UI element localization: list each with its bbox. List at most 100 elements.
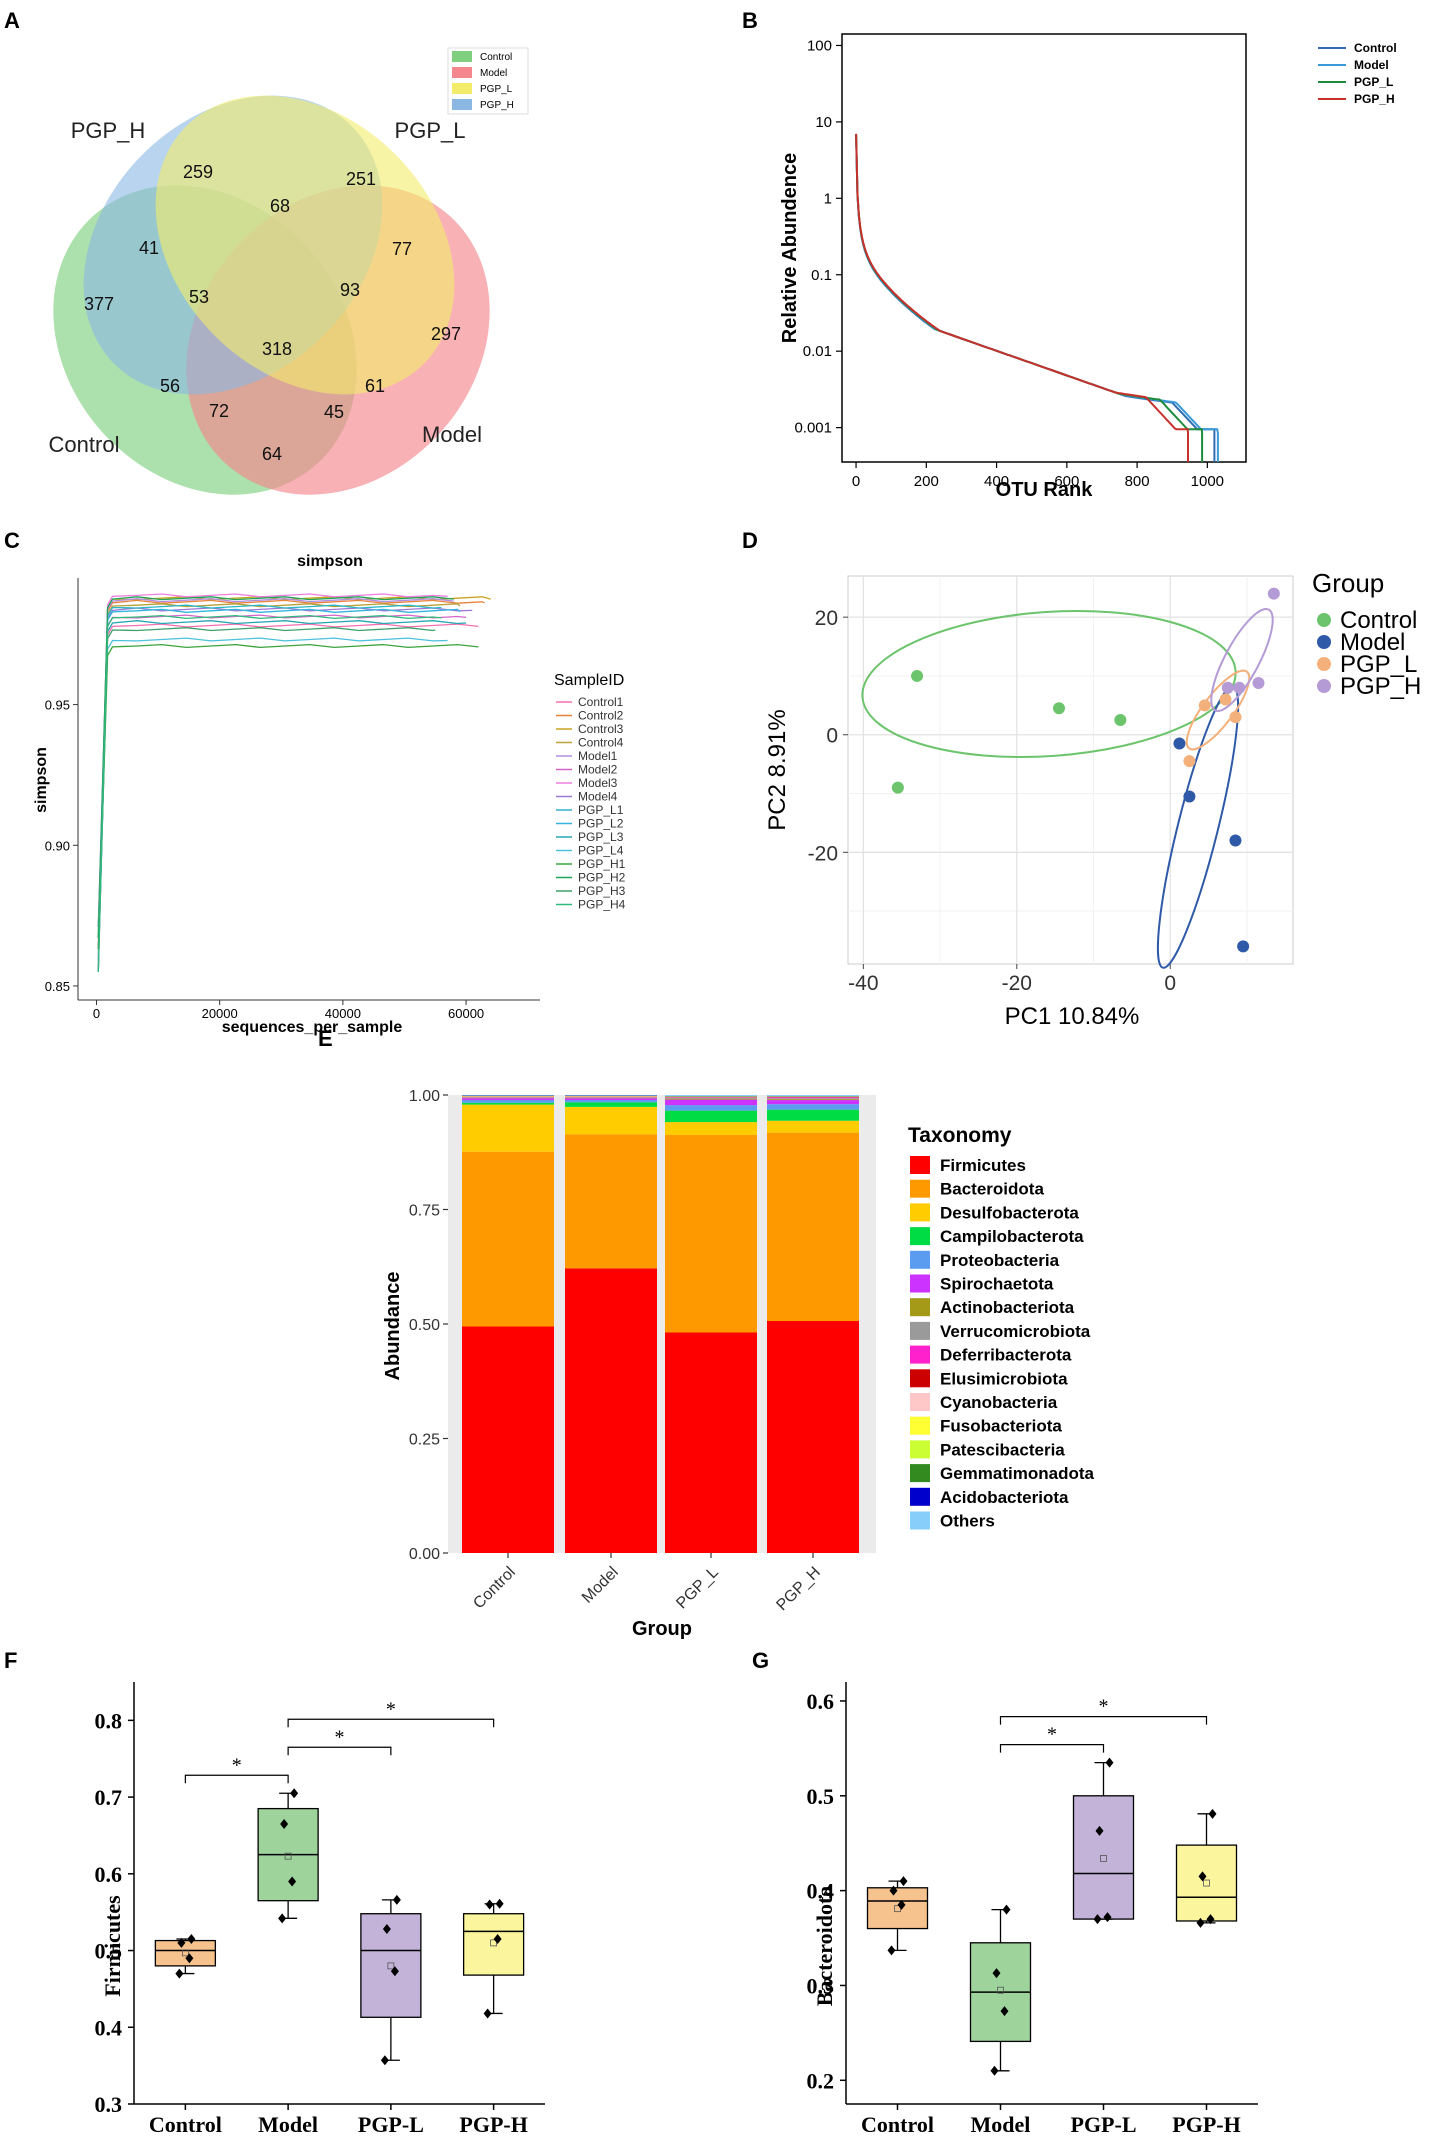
legend-label: Control <box>1340 607 1417 634</box>
x-tick-label: Model <box>258 2112 318 2137</box>
box-pgp-l <box>1072 1795 1135 1920</box>
legend-label: PGP_H3 <box>578 884 626 898</box>
venn-legend: Control Model PGP_L PGP_H <box>447 47 529 115</box>
rank-abundance-chart: 0 200 400 600 800 1000 0.001 0.01 0.1 1 10 100 OTU … <box>779 33 1397 501</box>
legend-label: Elusimicrobiota <box>940 1369 1068 1388</box>
data-point <box>1196 1917 1205 1928</box>
venn-set-pgp-l <box>155 95 455 395</box>
panel-label-g: G <box>752 1648 769 1673</box>
y-tick-label: 20 <box>815 607 838 630</box>
line-series-pgp-l2 <box>97 608 461 927</box>
line-series-model4 <box>97 607 473 950</box>
mean-marker <box>1100 1854 1107 1862</box>
venn-count: 318 <box>262 339 292 359</box>
x-tick-label: Control <box>149 2112 222 2137</box>
legend-swatch-gemmatimonadota <box>910 1464 930 1483</box>
data-point <box>483 2008 492 2019</box>
data-point <box>1206 1914 1215 1925</box>
x-tick-label: Control <box>470 1564 518 1612</box>
bar-bacteroidota <box>462 1151 554 1327</box>
x-axis-title: PC1 10.84% <box>1005 1003 1140 1030</box>
panel-label-d: D <box>742 528 758 553</box>
legend-label: Bacteroidota <box>940 1180 1044 1199</box>
legend-label: Desulfobacterota <box>940 1203 1079 1222</box>
data-point <box>887 1945 896 1956</box>
bar-others <box>665 1095 757 1096</box>
data-point <box>380 2055 389 2066</box>
y-tick-label: 0.5 <box>95 1939 123 1964</box>
significance-bracket <box>999 1744 1105 1753</box>
significance-label: * <box>1047 1724 1057 1746</box>
legend-label: PGP_L <box>1340 651 1417 678</box>
plot-frame <box>841 33 1247 463</box>
data-point <box>899 1876 908 1887</box>
line-series-pgp-l4 <box>97 637 448 961</box>
point-pgp-h <box>1221 681 1234 694</box>
x-tick-label: 600 <box>1054 473 1079 490</box>
x-axis-title: OTU Rank <box>996 479 1094 501</box>
box-control <box>154 1939 217 1967</box>
legend-swatch-bacteroidota <box>910 1179 930 1198</box>
bar-spirochaetota <box>565 1098 657 1101</box>
y-tick-label: 0.95 <box>45 698 70 713</box>
venn-diagram: PGP_H PGP_L Control Model 259 251 68 41 … <box>49 47 529 495</box>
bacteroidota-boxplot: Bacteroidota 0.2 0.3 0.4 0.5 0.6 Control Model… <box>807 1682 1258 2137</box>
data-point <box>1198 1871 1207 1882</box>
significance-bracket <box>999 1716 1208 1725</box>
bar-firmicutes <box>462 1326 554 1553</box>
y-tick-label: 0.3 <box>95 2092 123 2117</box>
legend-swatch-actinobacteriota <box>910 1298 930 1317</box>
x-tick-label: -20 <box>1002 972 1032 995</box>
y-tick-label: 1 <box>824 190 832 207</box>
rarefaction-chart: simpson 0 20000 40000 60000 0.85 0.90 0.95 seq… <box>33 553 626 1036</box>
box-control <box>866 1887 929 1930</box>
legend-swatch-others <box>910 1511 930 1530</box>
legend-title: Taxonomy <box>908 1124 1012 1147</box>
y-tick-label: 0.4 <box>95 2015 123 2040</box>
data-point <box>1093 1914 1102 1925</box>
line-series-model1 <box>97 598 454 927</box>
legend-label: Control4 <box>578 736 624 750</box>
x-tick-label: 800 <box>1125 473 1150 490</box>
point-pgp-l <box>1229 711 1242 724</box>
y-axis-title: simpson <box>33 747 50 813</box>
bar-campilobacterota <box>462 1102 554 1105</box>
mean-marker <box>387 1962 395 1970</box>
significance-bracket <box>287 1718 495 1728</box>
legend-label: PGP_H2 <box>578 871 626 885</box>
plot-frame <box>847 575 1294 965</box>
bar-actinobacteriota <box>767 1099 859 1101</box>
data-point <box>897 1899 906 1910</box>
point-control <box>891 781 904 794</box>
data-point <box>177 1937 186 1948</box>
y-tick-label: 1.00 <box>409 1088 440 1105</box>
bar-campilobacterota <box>565 1102 657 1107</box>
venn-legend-label: Model <box>480 68 507 79</box>
x-tick-label: 0 <box>1164 972 1176 995</box>
point-pgp-l <box>1198 699 1211 712</box>
data-point <box>990 2065 999 2076</box>
data-point <box>187 1934 196 1945</box>
legend-swatch-model <box>1317 635 1331 649</box>
legend-swatch-proteobacteria <box>910 1250 930 1269</box>
x-tick-label: Model <box>579 1564 622 1607</box>
bar-spirochaetota <box>462 1098 554 1101</box>
y-tick-label: 100 <box>807 37 832 54</box>
y-tick-label: 0 <box>826 725 838 748</box>
data-point <box>392 1894 401 1905</box>
legend-label: Model4 <box>578 790 618 804</box>
legend-label: Model2 <box>578 763 618 777</box>
data-point <box>288 1876 297 1887</box>
legend-label: Model <box>1340 629 1405 656</box>
line-series-pgp-h2 <box>97 596 454 939</box>
bar-firmicutes <box>767 1321 859 1553</box>
x-tick-label: Control <box>861 2112 934 2137</box>
data-point <box>175 1968 184 1979</box>
data-point <box>992 1968 1001 1979</box>
x-tick-label: 20000 <box>202 1006 238 1021</box>
data-point <box>1002 1904 1011 1915</box>
bar-desulfobacterota <box>565 1106 657 1135</box>
legend-label: Control1 <box>578 695 624 709</box>
bar-desulfobacterota <box>767 1120 859 1133</box>
mean-marker <box>490 1939 498 1947</box>
